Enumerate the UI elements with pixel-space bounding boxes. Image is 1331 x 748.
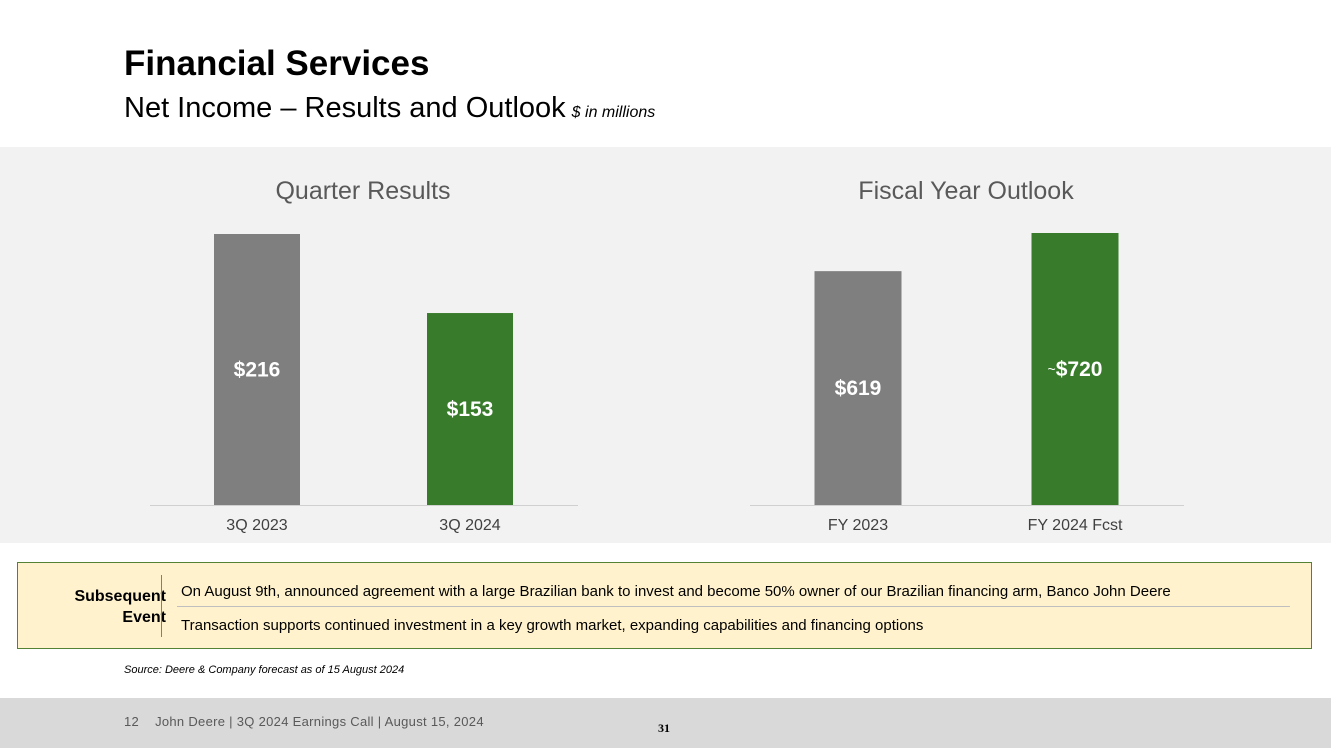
chart-title: Fiscal Year Outlook [858,177,1074,205]
bar-3q-2023 [214,234,300,505]
footer: 12 John Deere | 3Q 2024 Earnings Call | A… [0,698,1331,748]
approx-prefix: ~ [1048,361,1056,377]
data-label: $216 [234,359,281,382]
fiscal-year-outlook-plot: $619 FY 2023 ~$720 FY 2024 Fcst [750,233,1184,534]
source-note: Source: Deere & Company forecast as of 1… [124,664,405,676]
data-label-value: $720 [1056,358,1103,381]
tick-label: FY 2023 [828,517,888,534]
chart-panel: Quarter Results $216 3Q 2023 $153 3Q 2024 F… [0,147,1331,543]
footer-caption: John Deere | 3Q 2024 Earnings Call | Aug… [155,714,484,729]
bar-fy-2024-fcst [1031,233,1119,505]
event-line-1: On August 9th, announced agreement with … [181,583,1171,600]
chart-title: Quarter Results [275,177,451,205]
page-title: Financial Services [124,44,430,83]
bar-3q-2024 [427,313,513,505]
slide-number: 12 [124,714,140,729]
subsequent-event-box: Subsequent Event On August 9th, announce… [17,562,1312,649]
event-label: Subsequent Event [74,588,166,626]
units-note: $ in millions [571,104,656,121]
event-divider [161,575,162,637]
event-line-2: Transaction supports continued investmen… [181,617,924,634]
quarter-results-chart: Quarter Results $216 3Q 2023 $153 3Q 2024 [150,147,578,543]
tick-label: 3Q 2024 [439,517,500,534]
tick-label: 3Q 2023 [226,517,287,534]
subtitle-text: Net Income – Results and Outlook [124,92,566,124]
bar-fy-2023 [814,271,902,505]
page-number: 31 [658,721,670,735]
data-label: $619 [835,377,882,400]
data-label: $153 [447,398,494,421]
tick-label: FY 2024 Fcst [1028,517,1123,534]
fiscal-year-outlook-chart: Fiscal Year Outlook $619 FY 2023 ~$720 FY 2… [750,147,1184,543]
quarter-results-plot: $216 3Q 2023 $153 3Q 2024 [150,234,578,534]
footer-text: 12 John Deere | 3Q 2024 Earnings Call | A… [124,714,484,729]
data-label: ~$720 [1048,358,1103,381]
page-subtitle: Net Income – Results and Outlook $ in mil… [124,92,655,125]
event-separator [177,606,1290,607]
